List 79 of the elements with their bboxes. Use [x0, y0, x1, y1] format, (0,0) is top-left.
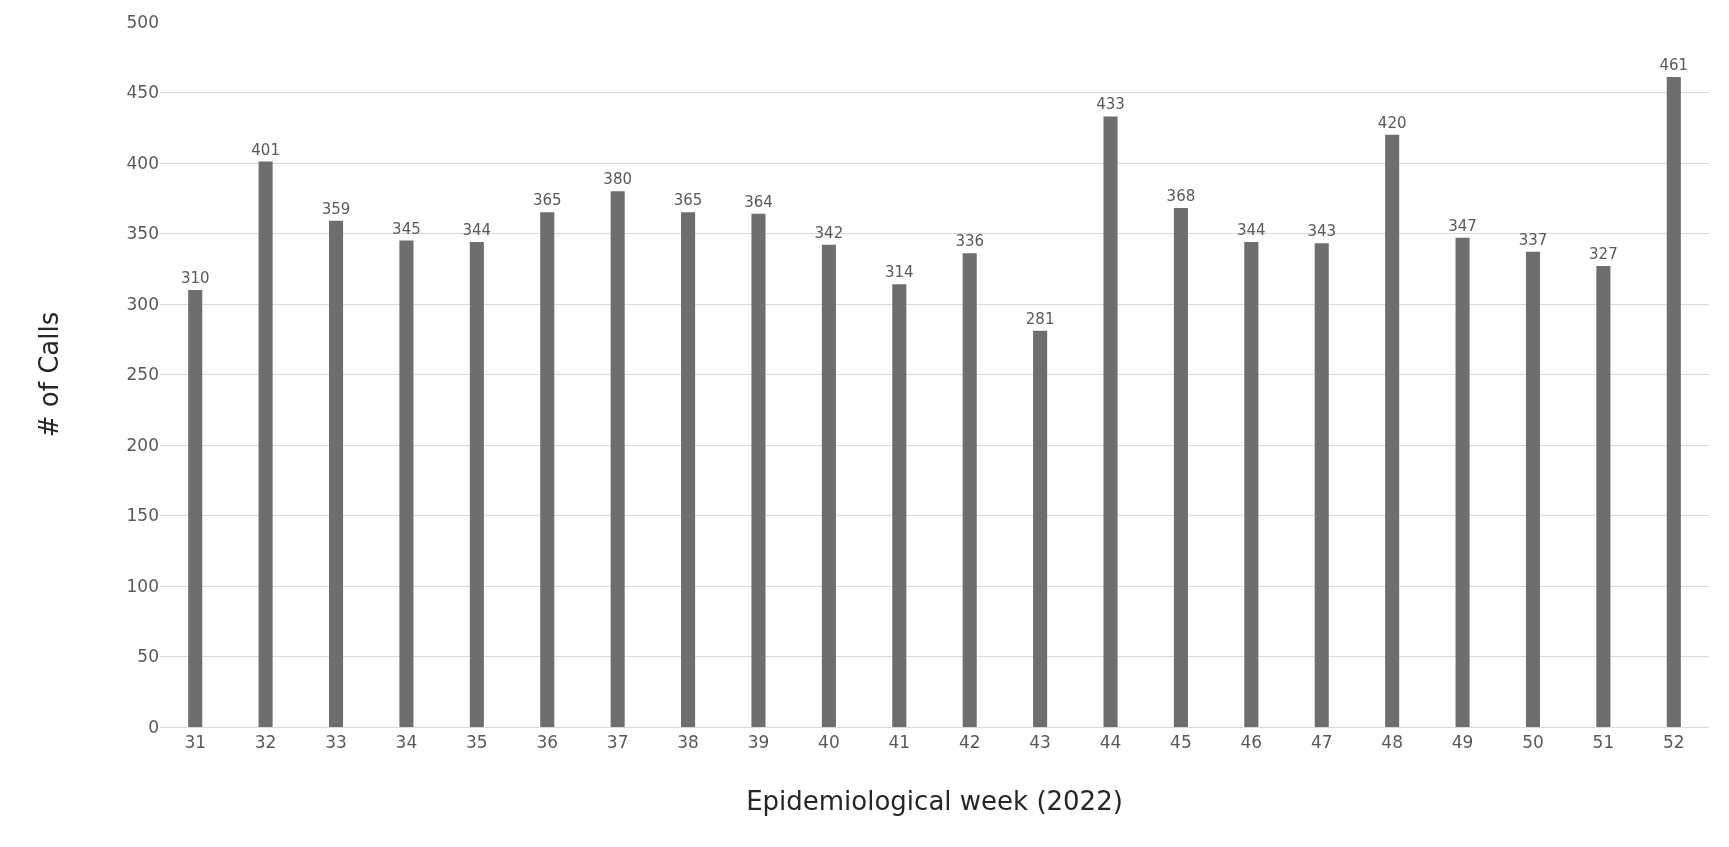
bar — [1244, 241, 1259, 727]
data-label: 281 — [1025, 309, 1055, 328]
bar — [328, 220, 344, 727]
x-tick-label: 48 — [1381, 732, 1403, 753]
y-tick-label: 450 — [126, 82, 159, 103]
bar — [1596, 265, 1611, 727]
bar — [751, 213, 766, 727]
bar — [1385, 134, 1400, 727]
data-label: 433 — [1096, 95, 1125, 114]
bar — [962, 253, 977, 727]
x-tick-label: 41 — [888, 732, 911, 753]
x-tick-label: 31 — [184, 732, 207, 753]
x-tick-label: 40 — [818, 732, 840, 753]
data-label: 364 — [744, 192, 773, 211]
data-label: 461 — [1659, 55, 1689, 74]
bar — [258, 161, 273, 727]
x-tick-label: 50 — [1522, 732, 1544, 753]
y-tick-label: 50 — [137, 646, 159, 667]
x-tick-label: 42 — [958, 732, 981, 753]
x-tick-label: 34 — [395, 732, 418, 753]
x-tick-label: 36 — [536, 732, 559, 753]
data-label: 337 — [1518, 230, 1548, 249]
data-label: 420 — [1377, 113, 1407, 132]
x-axis-title: Epidemiological week (2022) — [746, 786, 1123, 817]
data-label: 343 — [1307, 222, 1337, 241]
bar — [1103, 116, 1118, 727]
data-label: 345 — [392, 219, 421, 238]
x-tick-label: 38 — [677, 732, 699, 753]
y-tick-label: 200 — [126, 434, 159, 455]
data-label: 327 — [1589, 244, 1618, 263]
data-label: 380 — [603, 170, 632, 189]
y-axis-title: # of Calls — [33, 311, 64, 438]
data-label: 344 — [1237, 220, 1266, 239]
x-tick-label: 45 — [1170, 732, 1192, 753]
bar — [1525, 251, 1541, 727]
y-tick-label: 400 — [126, 152, 159, 173]
bar — [610, 191, 625, 727]
bar — [188, 289, 203, 727]
data-label: 401 — [251, 140, 280, 159]
bar — [1666, 76, 1681, 727]
x-tick-label: 37 — [606, 732, 629, 753]
x-tick-label: 46 — [1240, 732, 1263, 753]
x-tick-label: 52 — [1662, 732, 1685, 753]
bar — [1455, 237, 1470, 727]
bar — [399, 240, 414, 727]
y-tick-label: 150 — [126, 505, 159, 526]
x-tick-label: 43 — [1029, 732, 1051, 753]
data-label: 347 — [1448, 216, 1477, 235]
bar — [1314, 243, 1329, 727]
y-tick-label: 250 — [126, 364, 159, 385]
data-label: 314 — [884, 263, 914, 282]
bar — [892, 284, 907, 727]
y-tick-label: 100 — [126, 575, 159, 596]
bar — [540, 212, 555, 727]
x-tick-label: 33 — [325, 732, 347, 753]
x-tick-label: 39 — [747, 732, 770, 753]
bar — [469, 241, 484, 727]
data-label: 359 — [321, 199, 351, 218]
bar — [1173, 208, 1188, 727]
data-label: 336 — [955, 232, 985, 251]
x-tick-label: 35 — [466, 732, 488, 753]
y-tick-label: 500 — [126, 11, 159, 32]
x-tick-label: 44 — [1099, 732, 1122, 753]
bar — [681, 212, 696, 727]
x-tick-label: 51 — [1592, 732, 1615, 753]
x-tick-label: 49 — [1451, 732, 1474, 753]
data-label: 310 — [180, 268, 210, 287]
data-label: 365 — [532, 191, 562, 210]
y-tick-label: 300 — [126, 293, 159, 314]
data-label: 342 — [814, 223, 844, 242]
x-tick-label: 32 — [254, 732, 277, 753]
data-label: 365 — [673, 191, 703, 210]
x-tick-label: 47 — [1310, 732, 1333, 753]
data-label: 368 — [1166, 187, 1196, 206]
bar — [821, 244, 836, 727]
y-tick-label: 350 — [126, 223, 159, 244]
bar — [1033, 330, 1048, 727]
data-label: 344 — [462, 220, 492, 239]
y-tick-label: 0 — [148, 716, 159, 737]
